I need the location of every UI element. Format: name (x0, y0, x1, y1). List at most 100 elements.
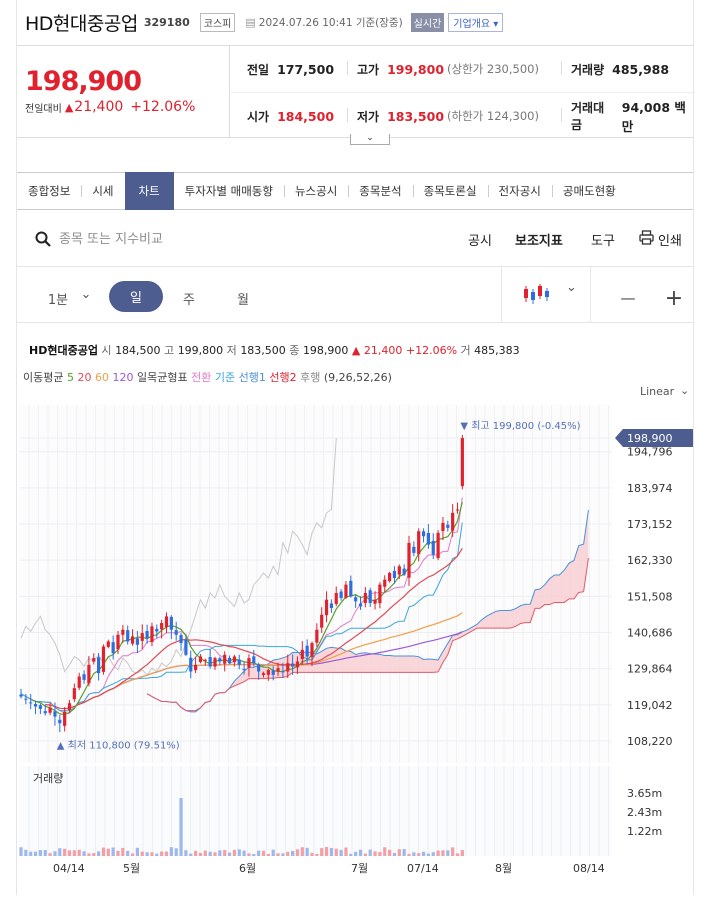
up-arrow-icon: ▲ (64, 100, 74, 114)
tab-item[interactable]: 차트 (124, 172, 174, 210)
chevron-down-icon[interactable]: ⌄ (566, 280, 577, 295)
volume-bar (383, 847, 387, 856)
candle-body (126, 630, 130, 642)
tab-item[interactable]: 뉴스공시 (283, 172, 348, 210)
search-icon[interactable] (35, 231, 51, 247)
candle-body (266, 669, 270, 675)
volume-bar (24, 849, 28, 856)
legend-line: HD현대중공업 시 184,500 고 199,800 저 183,500 종 … (29, 343, 520, 357)
volume-bar (48, 853, 52, 856)
tab-item[interactable]: 전자공시 (487, 172, 552, 210)
volume-bar (446, 850, 450, 856)
candle-body (121, 629, 125, 635)
candle-body (358, 603, 363, 607)
candle-body (320, 614, 324, 628)
change-label: 전일대비 (25, 103, 62, 115)
day-period-button[interactable]: 일 (109, 281, 163, 312)
print-button[interactable]: 인쇄 (658, 234, 682, 249)
volume-bar (208, 851, 212, 856)
candlestick-icon[interactable] (522, 283, 550, 305)
legend-item: 저 (223, 344, 240, 357)
candle-body (421, 531, 426, 537)
tab-item[interactable]: 시세 (81, 172, 124, 210)
volume-bar (77, 849, 81, 856)
ichimoku-item: 선행2 (269, 371, 300, 384)
scale-selector: Linear (640, 385, 675, 398)
candle-body (252, 656, 256, 664)
x-tick-label: 07/14 (407, 862, 439, 875)
zoom-out-button[interactable]: — (620, 289, 636, 307)
candle-body (43, 711, 47, 714)
tab-item[interactable]: 공매도현황 (551, 172, 627, 210)
ichimoku-item: 선행1 (239, 371, 270, 384)
tools-button[interactable]: 도구 (591, 234, 615, 249)
month-period-button[interactable]: 월 (237, 292, 249, 308)
week-period-button[interactable]: 주 (183, 292, 195, 308)
volume-bar (417, 853, 421, 856)
candle-body (184, 639, 188, 655)
x-tick-label: 04/14 (53, 862, 85, 875)
volume-bar (33, 851, 38, 856)
candle-body (446, 524, 450, 528)
chevron-down-icon[interactable]: ⌄ (80, 286, 92, 302)
tab-item[interactable]: 투자자별 매매동향 (184, 184, 273, 198)
volume-bar (130, 853, 135, 856)
y-tick-label: 194,796 (627, 446, 673, 459)
volume-bar (261, 850, 266, 856)
candle-body (247, 658, 251, 668)
volume-bar (242, 850, 246, 856)
print-icon[interactable] (639, 230, 654, 245)
tab-item[interactable]: 종합정보 (28, 184, 71, 198)
x-tick-label: 6월 (239, 862, 256, 875)
zoom-in-button[interactable]: + (664, 285, 684, 311)
volume-bar (174, 848, 178, 856)
x-tick-label: 7월 (351, 862, 368, 875)
volume-bar (38, 850, 42, 856)
volume-bar (92, 853, 96, 856)
candle-body (87, 664, 91, 684)
company-overview-button[interactable]: 기업개요 ▾ (448, 13, 504, 32)
span-b-line (146, 557, 589, 712)
candle-body (455, 509, 460, 511)
candle-body (67, 703, 72, 711)
volume-bar (276, 853, 280, 856)
tab-item[interactable]: 종목토론실 (412, 172, 488, 210)
volume-bar (436, 850, 440, 856)
legend-item: 485,383 (474, 344, 520, 357)
volume-bar (72, 850, 76, 856)
candle-body (378, 584, 382, 604)
candle-body (460, 438, 464, 487)
low-annotation: ▲ 최저 110,800 (79.51%) (57, 739, 180, 751)
collapse-chevron-icon[interactable]: ⌄ (350, 134, 390, 145)
chart-type-selector[interactable]: ⌄ (501, 267, 591, 323)
candle-body (213, 658, 217, 667)
candle-body (140, 633, 144, 641)
notice-button[interactable]: 공시 (468, 234, 492, 249)
volume-bar (218, 850, 222, 856)
stat-row: 시가 184,500 저가 183,500 (하한가 124,300) 거래대금… (231, 92, 693, 138)
search-input[interactable] (59, 228, 259, 250)
candle-body (208, 657, 212, 667)
stock-code: 329180 (143, 16, 190, 29)
live-badge: 실시간 (410, 13, 445, 32)
volume-bar (426, 853, 430, 856)
candle-body (237, 659, 241, 665)
candle-body (286, 663, 290, 672)
volume-bar (257, 850, 261, 856)
volume-bar (344, 847, 348, 856)
chevron-down-icon: ⌄ (680, 384, 689, 397)
main-frame: HD현대중공업 329180 코스피 ▤ 2024.07.26 10:41 기준… (16, 0, 694, 895)
tab-item[interactable]: 종목분석 (348, 172, 412, 210)
high-annotation: ▼ 최고 199,800 (-0.45%) (460, 420, 580, 432)
y-tick-label: 129,864 (627, 663, 673, 676)
volume-bar (126, 850, 130, 856)
price-chart[interactable]: HD현대중공업 시 184,500 고 199,800 저 183,500 종 … (17, 323, 694, 895)
y-axis: 194,796 183,974 173,152 162,330 151,508 140,6… (615, 429, 693, 748)
volume-bar (63, 848, 67, 856)
volume-bar (407, 853, 411, 856)
candle-body (242, 668, 246, 670)
volume-bar (378, 851, 382, 856)
indicators-button[interactable]: 보조지표 (515, 234, 563, 249)
minute-period-button[interactable]: 1분 (47, 292, 69, 308)
volume-bar (135, 847, 139, 856)
